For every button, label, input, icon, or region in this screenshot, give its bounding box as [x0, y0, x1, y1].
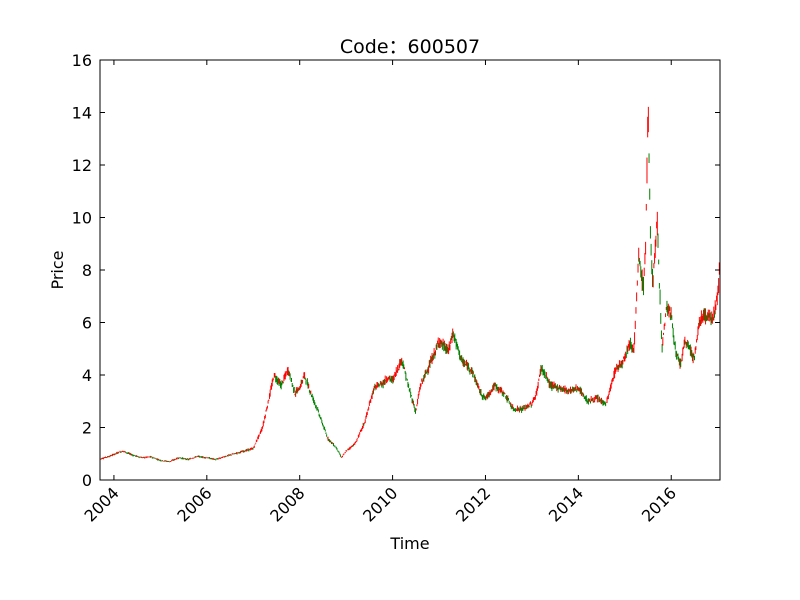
y-tick-label: 14	[72, 104, 92, 123]
y-tick-label: 2	[82, 419, 92, 438]
y-tick-label: 10	[72, 209, 92, 228]
y-tick-label: 0	[82, 471, 92, 490]
y-axis-label: Price	[48, 250, 67, 289]
y-tick-label: 16	[72, 51, 92, 70]
y-tick-label: 6	[82, 314, 92, 333]
plot-area	[99, 59, 721, 481]
chart-title: Code：600507	[340, 36, 480, 58]
y-tick-label: 12	[72, 156, 92, 175]
y-axis-ticks: 0 2 4 6 8 10 12 14 16	[72, 51, 720, 490]
y-tick-label: 4	[82, 366, 92, 385]
x-axis-label: Time	[389, 534, 429, 553]
series-layer	[99, 106, 721, 463]
y-tick-label: 8	[82, 261, 92, 280]
